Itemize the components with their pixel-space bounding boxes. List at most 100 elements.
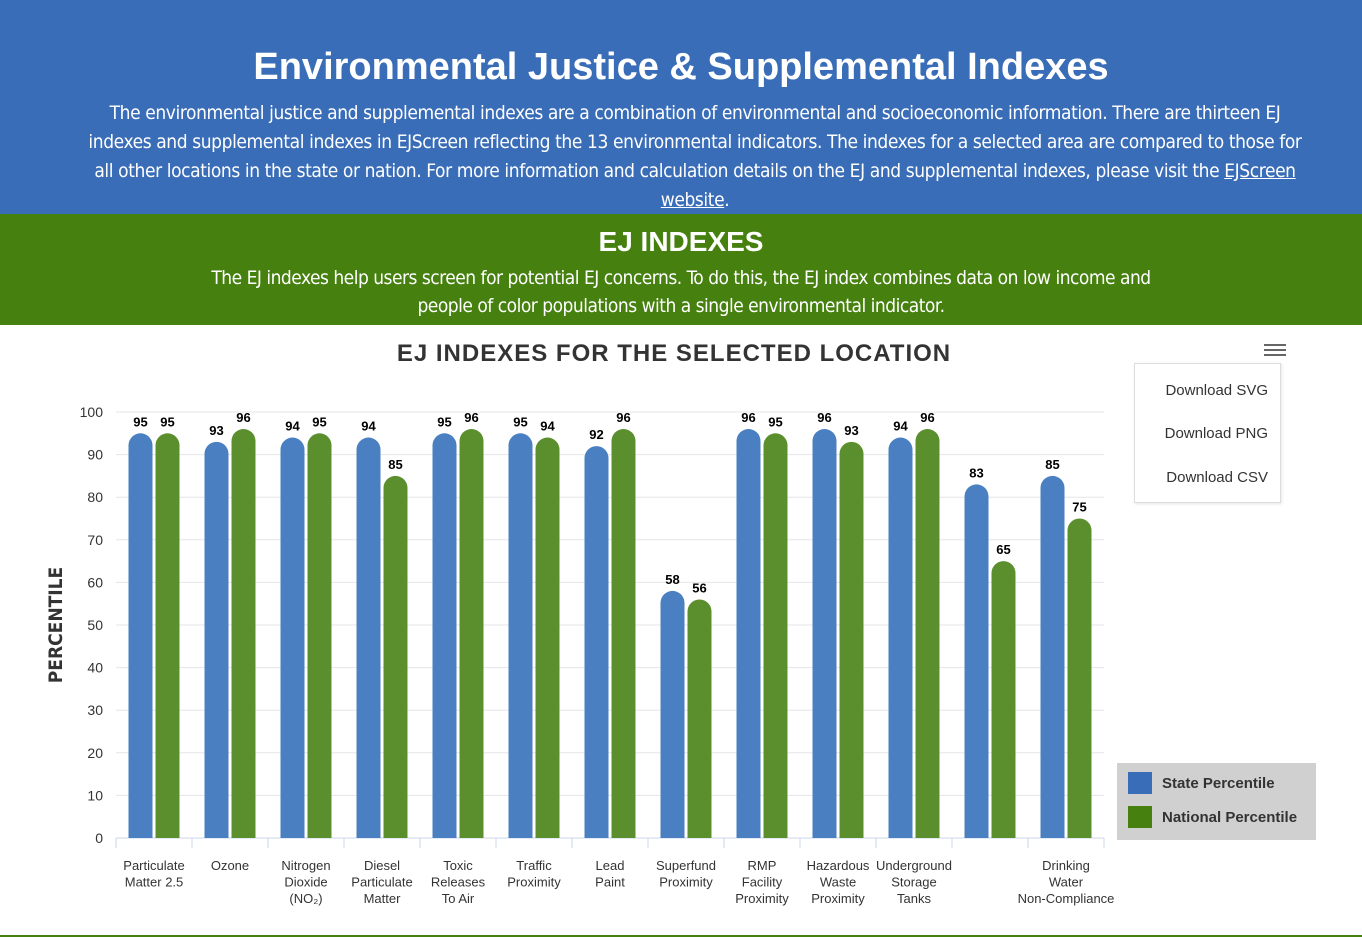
- data-label: 85: [1045, 457, 1059, 472]
- y-tick-label: 90: [87, 447, 103, 463]
- state-bar[interactable]: [736, 429, 761, 838]
- national-bar[interactable]: [991, 561, 1016, 838]
- page-description: The environmental justice and supplement…: [80, 99, 1310, 215]
- data-label: 95: [133, 414, 147, 429]
- national-bar[interactable]: [611, 429, 636, 838]
- legend-item-national[interactable]: National Percentile: [1128, 805, 1297, 829]
- y-tick-label: 20: [87, 745, 103, 761]
- data-label: 58: [665, 572, 679, 587]
- data-label: 95: [513, 414, 527, 429]
- national-bar[interactable]: [535, 437, 560, 838]
- data-label: 96: [236, 410, 250, 425]
- state-bar[interactable]: [584, 446, 609, 838]
- data-label: 96: [920, 410, 934, 425]
- national-bar[interactable]: [383, 475, 408, 838]
- section-description: The EJ indexes help users screen for pot…: [211, 267, 1151, 317]
- state-bar[interactable]: [964, 484, 989, 838]
- state-bar[interactable]: [432, 433, 457, 838]
- y-tick-label: 0: [95, 830, 103, 846]
- data-label: 93: [209, 423, 223, 438]
- national-bar[interactable]: [687, 599, 712, 838]
- x-category-label: Underground Storage Tanks: [876, 858, 952, 906]
- state-bar[interactable]: [356, 437, 381, 838]
- national-bar[interactable]: [155, 433, 180, 838]
- data-label: 65: [996, 542, 1010, 557]
- x-category-label: Particulate Matter 2.5: [123, 858, 184, 890]
- y-tick-label: 50: [87, 617, 103, 633]
- x-category-label: Superfund Proximity: [656, 858, 716, 890]
- description-text: The environmental justice and supplement…: [88, 102, 1302, 182]
- national-bar[interactable]: [763, 433, 788, 838]
- data-label: 95: [768, 414, 782, 429]
- data-label: 95: [437, 414, 451, 429]
- data-label: 85: [388, 457, 402, 472]
- state-bar[interactable]: [508, 433, 533, 838]
- x-category-label: Drinking Water Non-Compliance: [1018, 858, 1115, 906]
- data-label: 94: [893, 419, 908, 434]
- national-bar[interactable]: [839, 441, 864, 838]
- data-label: 93: [844, 423, 858, 438]
- ej-indexes-section-header: EJ INDEXES The EJ indexes help users scr…: [0, 214, 1362, 325]
- x-category-label: Hazardous Waste Proximity: [807, 858, 870, 906]
- data-label: 96: [616, 410, 630, 425]
- state-bar[interactable]: [280, 437, 305, 838]
- data-label: 92: [589, 427, 603, 442]
- data-label: 94: [361, 419, 376, 434]
- state-bar[interactable]: [888, 437, 913, 838]
- data-label: 56: [692, 580, 706, 595]
- page-title: Environmental Justice & Supplemental Ind…: [253, 46, 1109, 88]
- legend-swatch-state: [1128, 772, 1152, 794]
- national-bar[interactable]: [231, 429, 256, 838]
- y-tick-label: 60: [87, 574, 103, 590]
- national-bar[interactable]: [1067, 518, 1092, 839]
- y-tick-label: 100: [80, 404, 104, 420]
- y-tick-label: 30: [87, 702, 103, 718]
- data-label: 95: [312, 414, 326, 429]
- state-bar[interactable]: [128, 433, 153, 838]
- data-label: 83: [969, 465, 983, 480]
- national-bar[interactable]: [915, 429, 940, 838]
- x-category-label: Lead Paint: [595, 858, 625, 890]
- legend-label-state: State Percentile: [1162, 774, 1275, 792]
- state-bar[interactable]: [204, 441, 229, 838]
- data-label: 94: [540, 419, 555, 434]
- data-label: 96: [464, 410, 478, 425]
- legend-label-national: National Percentile: [1162, 808, 1298, 826]
- y-axis-label: PERCENTILE: [45, 567, 67, 684]
- data-label: 75: [1072, 500, 1086, 515]
- data-label: 96: [741, 410, 755, 425]
- x-category-label: Nitrogen Dioxide (NO₂): [281, 858, 330, 906]
- x-category-label: Ozone: [211, 858, 249, 873]
- state-bar[interactable]: [1040, 475, 1065, 838]
- x-category-label: Diesel Particulate Matter: [351, 858, 412, 906]
- x-category-label: Toxic Releases To Air: [431, 858, 486, 906]
- chart-title: EJ INDEXES FOR THE SELECTED LOCATION: [396, 340, 952, 367]
- chart-legend: State Percentile National Percentile: [1117, 763, 1316, 840]
- y-tick-label: 80: [87, 489, 103, 505]
- y-tick-label: 70: [87, 532, 103, 548]
- download-menu: Download SVG Download PNG Download CSV: [1134, 363, 1281, 503]
- download-csv-item[interactable]: Download CSV: [1166, 469, 1268, 486]
- data-label: 96: [817, 410, 831, 425]
- state-bar[interactable]: [812, 429, 837, 838]
- page-header: Environmental Justice & Supplemental Ind…: [0, 0, 1362, 214]
- bottom-divider: [0, 935, 1362, 937]
- section-title: EJ INDEXES: [598, 226, 764, 257]
- download-svg-item[interactable]: Download SVG: [1165, 382, 1268, 399]
- data-label: 94: [285, 419, 300, 434]
- chart-menu-icon[interactable]: [1264, 341, 1286, 357]
- ejscreen-website-link[interactable]: EJScreen website: [660, 160, 1296, 211]
- description-end: .: [724, 189, 730, 211]
- x-category-label: RMP Facility Proximity: [735, 858, 789, 906]
- legend-swatch-national: [1128, 806, 1152, 828]
- bar-chart: 0 10 20 30 40 50 60 70 80 90 100 PERCENTILE 95 95 Part…: [45, 404, 1115, 906]
- y-tick-label: 40: [87, 660, 103, 676]
- data-label: 95: [160, 414, 174, 429]
- x-category-label: Traffic Proximity: [507, 858, 561, 890]
- state-bar[interactable]: [660, 590, 685, 838]
- y-tick-label: 10: [87, 787, 103, 803]
- legend-item-state[interactable]: State Percentile: [1128, 771, 1275, 795]
- national-bar[interactable]: [307, 433, 332, 838]
- national-bar[interactable]: [459, 429, 484, 838]
- download-png-item[interactable]: Download PNG: [1164, 425, 1268, 442]
